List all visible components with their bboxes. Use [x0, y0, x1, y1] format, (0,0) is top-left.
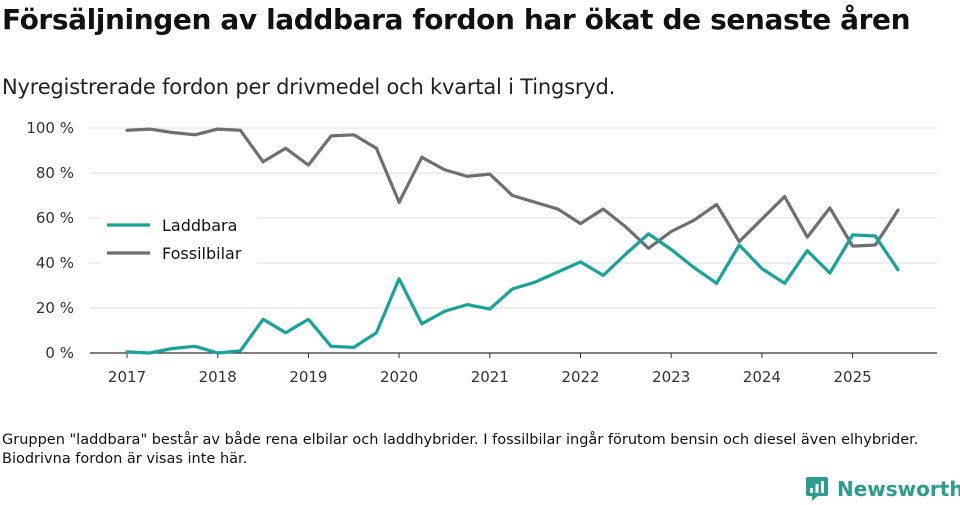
y-axis: 0 % 20 % 40 % 60 % 80 % 100 %	[26, 119, 74, 362]
chart-title: Försäljningen av laddbara fordon har öka…	[2, 3, 911, 36]
y-tick-label: 40 %	[36, 254, 74, 272]
series-lines	[125, 127, 900, 355]
y-tick-label: 80 %	[36, 164, 74, 182]
x-tick-label: 2018	[199, 368, 237, 386]
x-tick-label: 2023	[652, 368, 690, 386]
brand-logo: Newsworthy	[804, 474, 960, 504]
legend-label-laddbara: Laddbara	[162, 216, 237, 235]
x-tick-label: 2024	[743, 368, 781, 386]
x-tick-label: 2025	[834, 368, 872, 386]
legend-label-fossilbilar: Fossilbilar	[162, 244, 242, 263]
series-line-fossilbilar	[125, 127, 900, 250]
x-tick-label: 2020	[380, 368, 418, 386]
y-tick-label: 100 %	[26, 119, 74, 137]
footnote: Gruppen "laddbara" består av både rena e…	[2, 432, 919, 467]
y-tick-label: 0 %	[45, 344, 74, 362]
line-chart: 0 % 20 % 40 % 60 % 80 % 100 % 2017 2018 2019 202…	[26, 119, 937, 386]
x-axis: 2017 2018 2019 2020 2021 2022 2023 2024 2025	[90, 352, 937, 386]
newsworthy-logo-icon	[806, 477, 828, 501]
y-tick-label: 60 %	[36, 209, 74, 227]
x-tick-label: 2022	[561, 368, 599, 386]
legend: Laddbara Fossilbilar	[100, 211, 258, 266]
chart-subtitle: Nyregistrerade fordon per drivmedel och …	[2, 75, 616, 99]
brand-name: Newsworthy	[837, 477, 960, 501]
y-tick-label: 20 %	[36, 299, 74, 317]
x-tick-label: 2019	[289, 368, 327, 386]
series-line-laddbara	[125, 232, 900, 355]
x-tick-label: 2021	[471, 368, 509, 386]
x-tick-label: 2017	[108, 368, 146, 386]
